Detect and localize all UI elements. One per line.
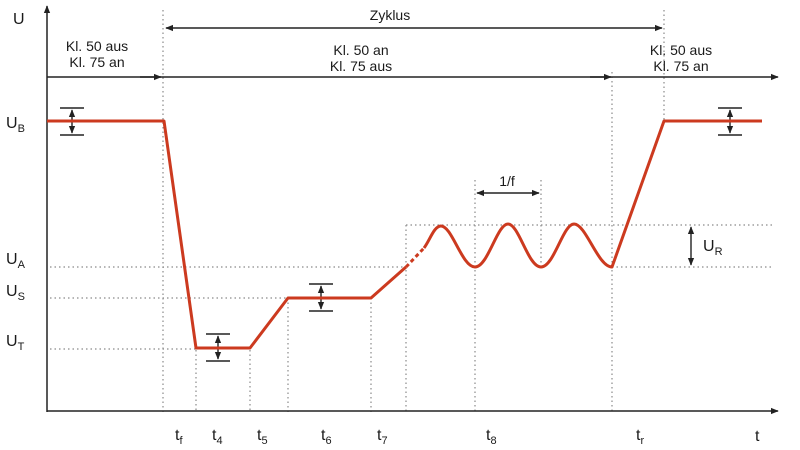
ut-label: UT: [6, 333, 25, 353]
phase-1-line-2: Kl. 75 an: [69, 54, 124, 70]
t4-label: t4: [212, 427, 223, 447]
phase-2-line-2: Kl. 75 aus: [330, 58, 392, 74]
tf-label: tf: [175, 427, 183, 447]
t5-label: t5: [257, 427, 268, 447]
guide-lines: [50, 10, 773, 412]
voltage-ripple-curve: [422, 119, 762, 269]
ua-label: UA: [6, 251, 26, 271]
us-label: US: [6, 283, 25, 303]
phase-3-line-2: Kl. 75 an: [653, 58, 708, 74]
voltage-curve-gap: [404, 246, 426, 269]
voltage-curve: [47, 119, 407, 350]
x-axis-label: t: [755, 428, 760, 445]
ub-label: UB: [6, 115, 25, 135]
y-axis-label: U: [13, 11, 25, 28]
t6-label: t6: [321, 427, 332, 447]
ripple-label: UR: [703, 238, 723, 258]
phase-1-line-1: Kl. 50 aus: [66, 38, 128, 54]
cycle-label: Zyklus: [370, 7, 410, 23]
phase-3-line-1: Kl. 50 aus: [650, 42, 712, 58]
tr-label: tr: [636, 427, 644, 447]
phase-2-line-1: Kl. 50 an: [333, 42, 388, 58]
t8-label: t8: [486, 427, 497, 447]
t7-label: t7: [377, 427, 388, 447]
frequency-label: 1/f: [499, 173, 515, 189]
